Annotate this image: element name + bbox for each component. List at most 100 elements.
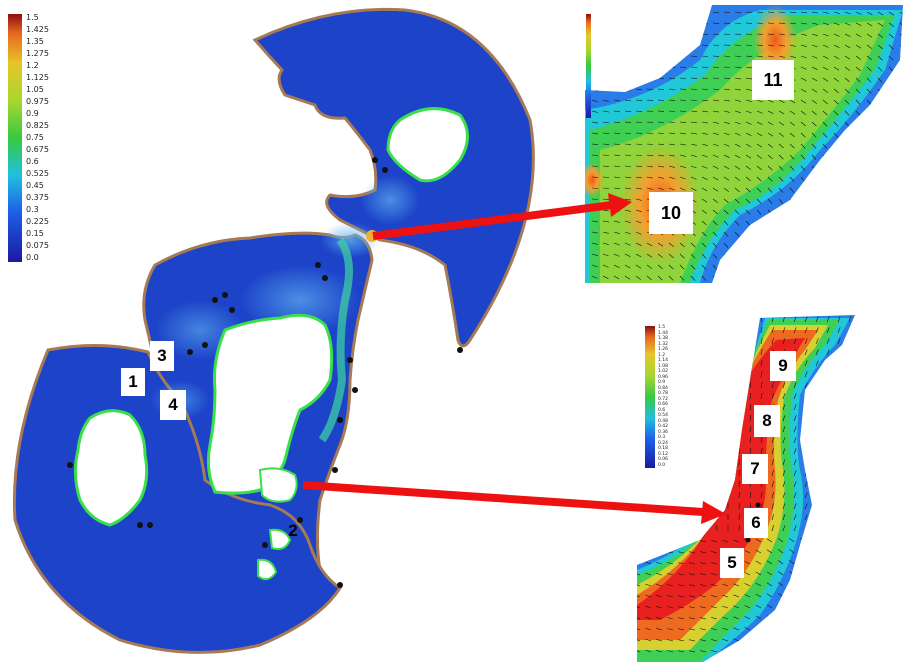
- flow-vector: [878, 177, 883, 181]
- colorbar-tick: 0.525: [26, 170, 49, 178]
- flow-vector: [812, 626, 817, 630]
- flow-vector: [735, 243, 739, 248]
- flow-vector: [684, 492, 685, 498]
- flow-vector: [816, 504, 818, 510]
- flow-vector: [636, 12, 641, 15]
- flow-vector: [855, 572, 860, 575]
- flow-vector: [844, 637, 849, 641]
- flow-vector: [867, 111, 871, 116]
- flow-vector: [658, 67, 664, 68]
- flow-vector: [838, 503, 840, 509]
- flow-vector: [645, 551, 651, 553]
- flow-vector: [767, 638, 772, 641]
- flow-vector: [833, 637, 838, 641]
- flow-vector: [614, 34, 619, 37]
- flow-vector: [680, 56, 686, 57]
- flow-vector: [636, 45, 642, 47]
- flow-vector: [640, 327, 641, 333]
- flow-vector: [838, 349, 840, 355]
- flow-vector: [823, 254, 828, 257]
- flow-vector: [827, 383, 829, 389]
- flow-vector: [684, 393, 685, 399]
- flow-vector: [845, 276, 851, 278]
- flow-vector: [860, 316, 862, 322]
- flow-vector: [658, 12, 664, 14]
- flow-vector: [812, 582, 817, 586]
- flow-vector: [746, 265, 750, 270]
- flow-vector: [823, 615, 828, 619]
- flow-vector: [812, 199, 816, 204]
- flow-vector: [640, 360, 641, 366]
- flow-vector: [878, 155, 882, 159]
- flow-vector: [849, 514, 851, 520]
- flow-vector: [844, 626, 849, 630]
- flow-vector: [636, 78, 642, 79]
- flow-vector: [684, 525, 685, 531]
- flow-vector: [635, 562, 641, 564]
- flow-vector: [878, 276, 884, 277]
- flow-vector: [669, 34, 675, 35]
- flow-vector: [834, 254, 839, 257]
- flow-vector: [855, 561, 860, 564]
- flow-vector: [827, 438, 829, 444]
- flow-vector: [801, 615, 806, 619]
- colorbar-tick: 0.0: [26, 254, 49, 262]
- flow-vector: [706, 426, 707, 432]
- flow-vector: [838, 393, 840, 399]
- flow-vector: [603, 23, 608, 27]
- flow-vector: [867, 133, 871, 138]
- colorbar-tick: 0.0: [658, 464, 668, 469]
- flow-vector: [855, 627, 860, 630]
- flow-vector: [801, 254, 806, 258]
- flow-vector: [640, 492, 641, 498]
- flow-vector: [834, 155, 838, 160]
- flow-vector: [790, 276, 795, 280]
- flow-vector: [789, 604, 794, 608]
- flow-vector: [640, 470, 641, 476]
- flow-vector: [695, 382, 696, 388]
- flow-vector: [789, 648, 794, 652]
- flow-vector: [849, 415, 851, 421]
- flow-vector: [636, 23, 641, 26]
- flow-vector: [680, 23, 686, 24]
- flow-vector: [812, 210, 816, 214]
- flow-vector: [867, 265, 873, 267]
- flow-vector: [603, 67, 609, 69]
- flow-vector: [849, 503, 851, 509]
- flow-vector: [695, 327, 696, 333]
- flow-vector: [592, 12, 596, 16]
- flow-vector: [812, 254, 817, 258]
- flow-vector: [834, 265, 839, 268]
- flow-vector: [816, 515, 818, 521]
- flow-vector: [867, 243, 873, 245]
- flow-vector: [856, 177, 860, 181]
- flow-vector: [746, 243, 750, 248]
- colorbar-tick: 0.825: [26, 122, 49, 130]
- flow-vector: [878, 144, 882, 148]
- flow-vector: [768, 243, 772, 248]
- flow-vector: [844, 593, 849, 597]
- flow-vector: [801, 210, 805, 215]
- point-label-6: 6: [744, 508, 768, 538]
- flow-vector: [757, 243, 761, 248]
- flow-vector: [801, 265, 806, 269]
- flow-vector: [833, 582, 838, 586]
- flow-vector: [647, 12, 652, 15]
- flow-vector: [706, 470, 707, 476]
- flow-vector: [845, 254, 850, 257]
- flow-vector: [889, 100, 893, 105]
- flow-vector: [658, 56, 664, 57]
- flow-vector: [695, 316, 696, 322]
- colorbar-tick: 1.125: [26, 74, 49, 82]
- flow-vector: [889, 78, 893, 83]
- flow-vector: [844, 549, 849, 553]
- flow-vector: [789, 615, 794, 619]
- flow-vector: [756, 638, 761, 641]
- flow-vector: [860, 415, 862, 421]
- flow-vector: [878, 111, 882, 116]
- colorbar-tick: 0.75: [26, 134, 49, 142]
- flow-vector: [691, 12, 697, 13]
- upper-inset: [580, 5, 903, 285]
- flow-vector: [833, 538, 838, 542]
